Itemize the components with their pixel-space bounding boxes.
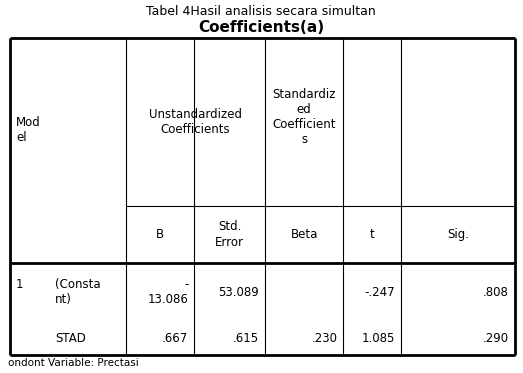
Text: 53.089: 53.089 — [218, 286, 259, 299]
Text: Standardiz
ed
Coefficient
s: Standardiz ed Coefficient s — [272, 88, 336, 146]
Text: .230: .230 — [311, 332, 337, 345]
Text: Tabel 4Hasil analisis secara simultan: Tabel 4Hasil analisis secara simultan — [146, 5, 376, 18]
Text: .808: .808 — [483, 286, 509, 299]
Text: -.247: -.247 — [365, 286, 395, 299]
Text: -
13.086: - 13.086 — [147, 278, 188, 307]
Text: .615: .615 — [233, 332, 259, 345]
Text: Coefficients(a): Coefficients(a) — [198, 20, 324, 35]
Text: Std.
Error: Std. Error — [215, 220, 244, 248]
Text: 1.085: 1.085 — [362, 332, 395, 345]
Text: B: B — [156, 228, 164, 241]
Text: .290: .290 — [483, 332, 509, 345]
Text: t: t — [370, 228, 374, 241]
Text: Unstandardized
Coefficients: Unstandardized Coefficients — [149, 108, 242, 136]
Text: STAD: STAD — [55, 332, 86, 345]
Text: Beta: Beta — [290, 228, 318, 241]
Text: ondont Variable: Prectasi: ondont Variable: Prectasi — [8, 358, 139, 368]
Text: (Consta
nt): (Consta nt) — [55, 278, 100, 307]
Text: Sig.: Sig. — [447, 228, 469, 241]
Text: Mod
el: Mod el — [16, 116, 41, 144]
Text: .667: .667 — [162, 332, 188, 345]
Text: 1: 1 — [16, 278, 24, 291]
